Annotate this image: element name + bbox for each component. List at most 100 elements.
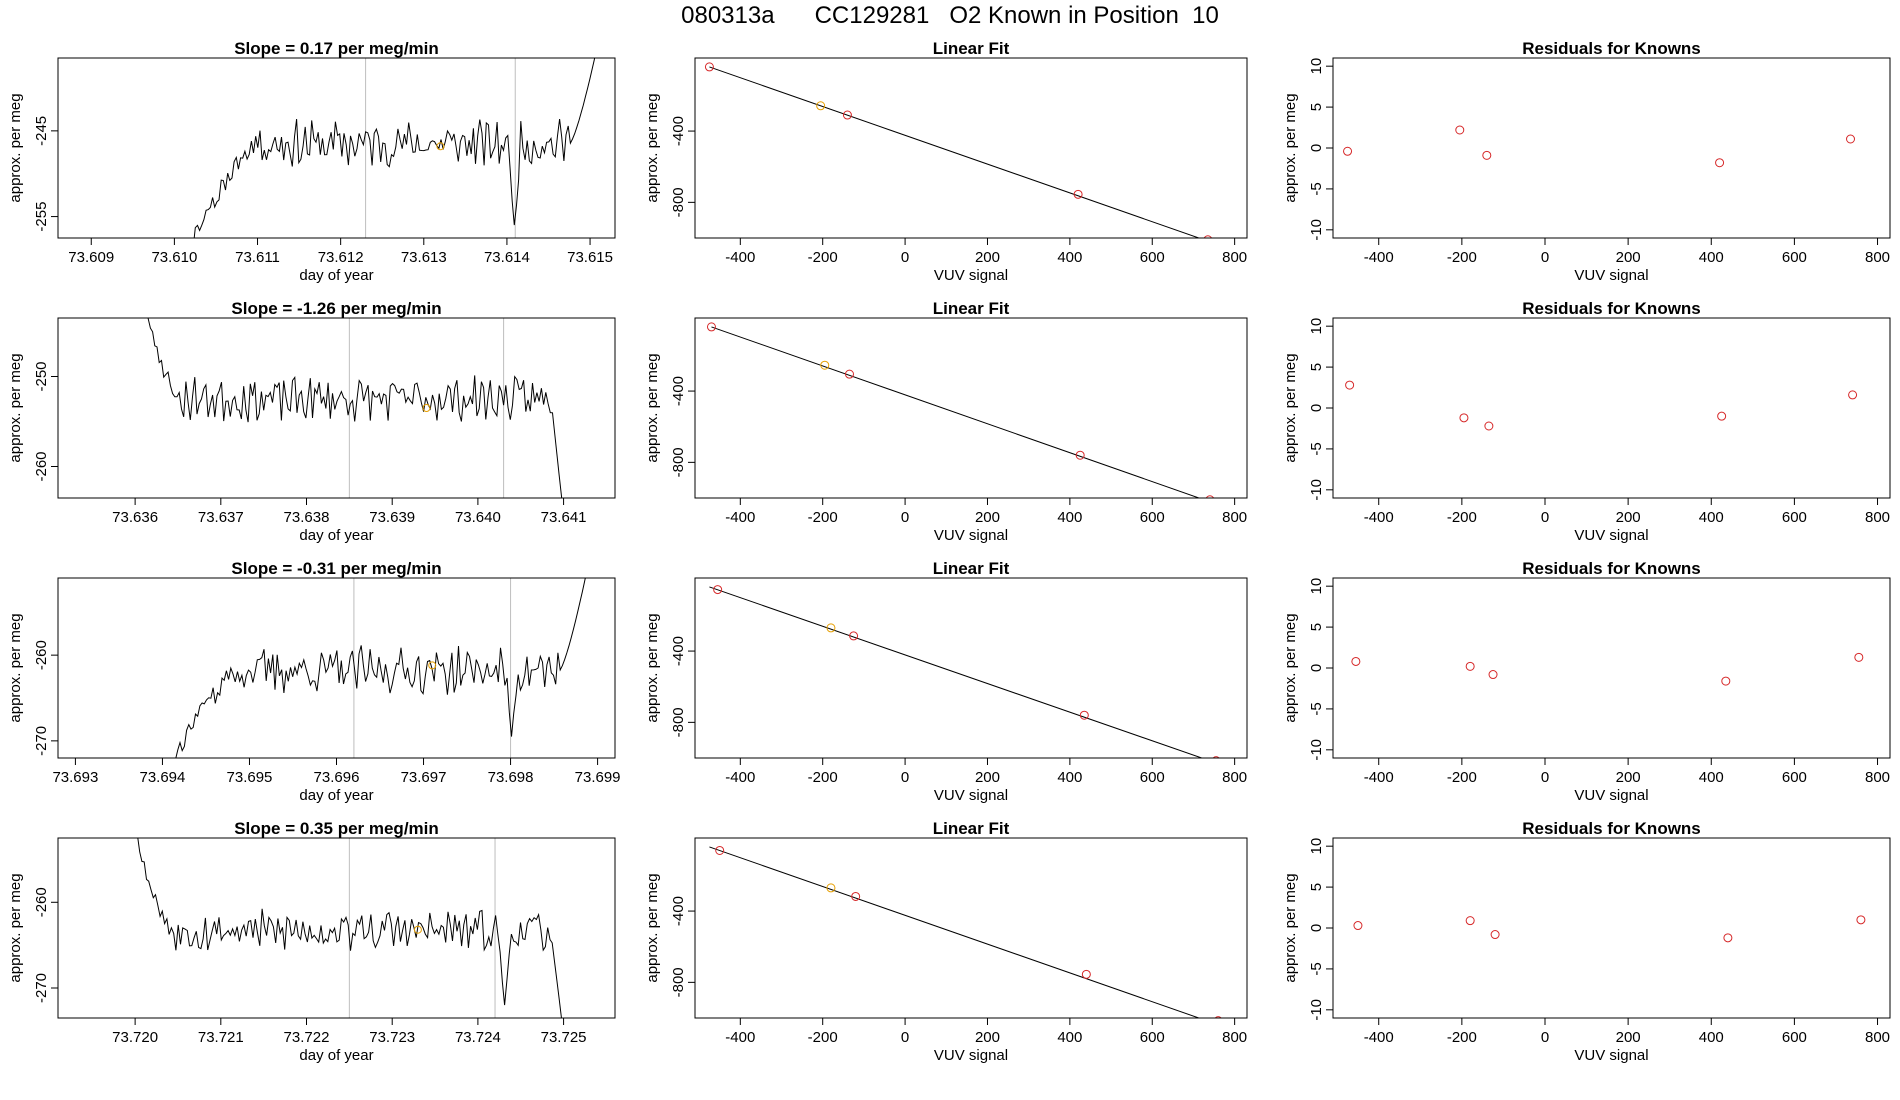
x-tick-label: 800 [1865, 509, 1890, 526]
data-point [1073, 189, 1083, 199]
plot-area [709, 585, 1220, 758]
x-tick-label: -400 [725, 769, 755, 786]
time-series-trace [137, 838, 562, 1018]
plot-area [1343, 125, 1856, 168]
data-point [1723, 933, 1733, 943]
x-tick-label: 200 [975, 249, 1000, 266]
x-tick-label: 0 [901, 249, 909, 266]
data-point [715, 845, 725, 855]
y-tick-label: -5 [1308, 702, 1325, 715]
x-axis-label: day of year [299, 787, 373, 804]
x-tick-label: 800 [1222, 769, 1247, 786]
plot-frame [694, 577, 1248, 759]
y-tick-label: 10 [1308, 318, 1325, 335]
data-point [851, 891, 861, 901]
y-axis-label: approx. per meg [7, 353, 24, 462]
y-tick-label: 0 [1308, 664, 1325, 672]
x-tick-label: 200 [975, 509, 1000, 526]
panel-title: Linear Fit [933, 559, 1010, 578]
x-axis-label: day of year [299, 1047, 373, 1064]
data-point [1075, 450, 1085, 460]
data-point [1465, 916, 1475, 926]
x-tick-label: 73.695 [227, 769, 273, 786]
data-point [1081, 969, 1091, 979]
y-tick-label: -5 [1308, 182, 1325, 195]
x-tick-label: 400 [1057, 509, 1082, 526]
x-tick-label: 73.725 [541, 1029, 587, 1046]
plot-area [1353, 915, 1866, 943]
x-tick-label: 600 [1140, 249, 1165, 266]
x-tick-label: 73.611 [235, 249, 280, 266]
fit-line [709, 66, 1201, 238]
x-tick-label: 600 [1782, 1029, 1807, 1046]
x-tick-label: -200 [1447, 249, 1477, 266]
panel-title: Residuals for Knowns [1522, 559, 1701, 578]
data-point [842, 110, 852, 120]
plot-area [147, 318, 563, 498]
sample-marker [422, 404, 431, 412]
plot-frame [57, 837, 616, 1019]
x-tick-label: 0 [1541, 1029, 1549, 1046]
x-tick-label: 200 [1616, 769, 1641, 786]
x-tick-label: 200 [975, 769, 1000, 786]
plot-frame [694, 57, 1248, 239]
data-point [1715, 158, 1725, 168]
y-tick-label: 10 [1308, 58, 1325, 75]
panel-title: Slope = 0.17 per meg/min [234, 39, 439, 58]
x-tick-label: 73.723 [369, 1029, 415, 1046]
panel-title: Residuals for Knowns [1522, 299, 1701, 318]
sample-marker [413, 925, 422, 934]
x-tick-label: 800 [1865, 1029, 1890, 1046]
plot-area [704, 62, 1212, 238]
y-tick-label: -800 [670, 967, 687, 997]
data-point [816, 101, 826, 111]
x-axis-label: VUV signal [934, 267, 1008, 284]
panel-title: Linear Fit [933, 299, 1010, 318]
x-tick-label: -400 [725, 249, 755, 266]
y-tick-label: -400 [670, 116, 687, 146]
panel-r3-c0: Slope = 0.35 per meg/min 73.720 73.721 73.7… [7, 819, 616, 1064]
x-axis-label: VUV signal [934, 527, 1008, 544]
data-point [1490, 930, 1500, 940]
plot-frame [1332, 317, 1891, 499]
x-tick-label: -200 [808, 509, 838, 526]
panel-title: Slope = 0.35 per meg/min [234, 819, 439, 838]
x-tick-label: -400 [1364, 509, 1394, 526]
panel-r0-c2: Residuals for Knowns -400 -200 0 200 400 600 80… [1282, 39, 1891, 284]
x-axis-label: VUV signal [1574, 267, 1648, 284]
x-axis-label: VUV signal [1574, 787, 1648, 804]
x-tick-label: 73.693 [52, 769, 98, 786]
y-axis-label: approx. per meg [644, 873, 661, 982]
panel-r0-c0: Slope = 0.17 per meg/min 73.609 73.610 73.6… [7, 39, 616, 284]
y-tick-label: -400 [670, 376, 687, 406]
y-axis-label: approx. per meg [644, 353, 661, 462]
x-tick-label: 600 [1782, 509, 1807, 526]
x-tick-label: 800 [1222, 509, 1247, 526]
fit-line [711, 326, 1201, 498]
panel-r0-c1: Linear Fit -400 -200 0 200 400 600 800 -400 -800 V… [644, 39, 1248, 284]
x-axis-label: VUV signal [934, 1047, 1008, 1064]
x-tick-label: 0 [901, 769, 909, 786]
y-axis-label: approx. per meg [1282, 353, 1299, 462]
y-tick-label: -270 [33, 973, 50, 1003]
x-tick-label: 73.613 [401, 249, 447, 266]
y-tick-label: 0 [1308, 404, 1325, 412]
sample-marker [428, 661, 437, 670]
x-tick-label: -400 [725, 1029, 755, 1046]
x-tick-label: 0 [1541, 249, 1549, 266]
x-tick-label: 73.641 [541, 509, 587, 526]
data-point [706, 322, 716, 332]
plot-area [1351, 652, 1864, 686]
x-tick-label: 400 [1057, 249, 1082, 266]
x-tick-label: 73.636 [112, 509, 158, 526]
data-point [826, 883, 836, 893]
y-tick-label: -260 [33, 640, 50, 670]
x-tick-label: -200 [1447, 1029, 1477, 1046]
y-tick-label: -800 [670, 447, 687, 477]
x-axis-label: VUV signal [1574, 527, 1648, 544]
x-tick-label: 800 [1865, 769, 1890, 786]
y-tick-label: 0 [1308, 924, 1325, 932]
x-tick-label: 400 [1057, 769, 1082, 786]
y-axis-label: approx. per meg [7, 613, 24, 722]
x-tick-label: -200 [808, 769, 838, 786]
